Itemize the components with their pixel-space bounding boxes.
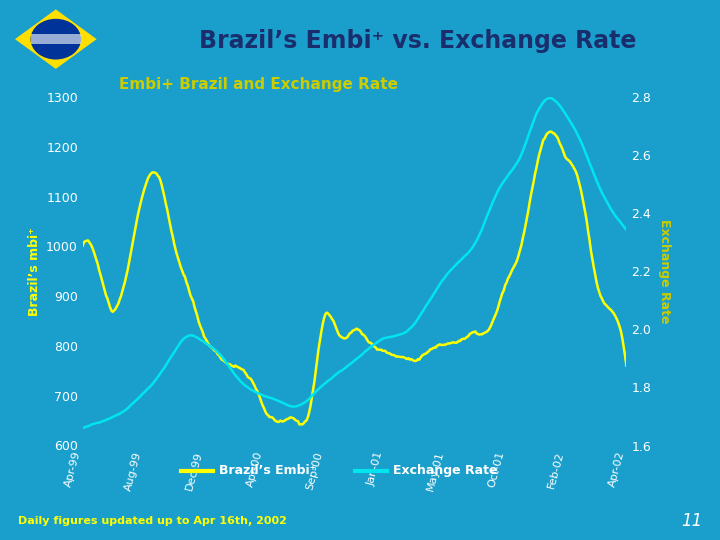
Text: Brazil’s Embi⁺: Brazil’s Embi⁺: [219, 464, 316, 477]
Text: 11: 11: [680, 512, 702, 530]
Bar: [30, 35, 81, 44]
Circle shape: [30, 19, 81, 59]
Text: Brazil’s Embi⁺ vs. Exchange Rate: Brazil’s Embi⁺ vs. Exchange Rate: [199, 29, 636, 53]
Polygon shape: [15, 9, 96, 69]
Y-axis label: Brazil’s mbi⁺: Brazil’s mbi⁺: [27, 227, 40, 316]
Text: Embi+ Brazil and Exchange Rate: Embi+ Brazil and Exchange Rate: [119, 77, 397, 92]
Y-axis label: Exchange Rate: Exchange Rate: [657, 219, 670, 323]
Text: Exchange Rate: Exchange Rate: [392, 464, 497, 477]
Text: Daily figures updated up to Apr 16th, 2002: Daily figures updated up to Apr 16th, 20…: [18, 516, 287, 526]
